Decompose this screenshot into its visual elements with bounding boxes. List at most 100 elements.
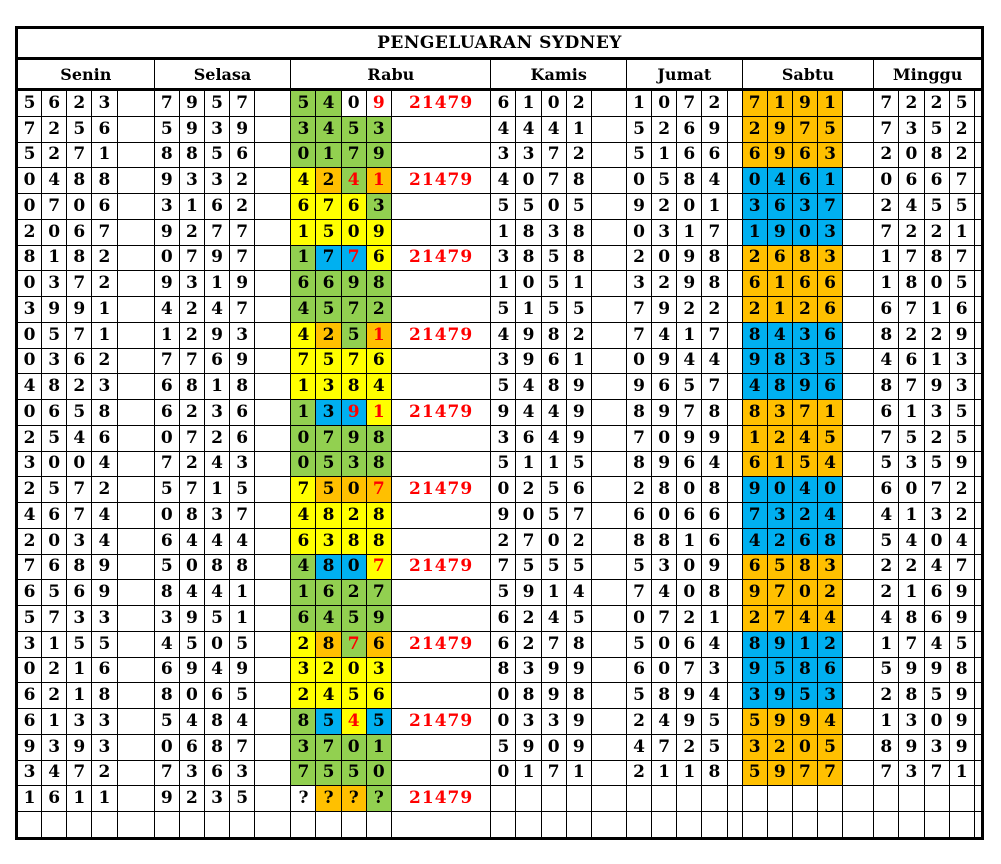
kamis-digit-cell: 4 — [490, 167, 517, 194]
senin-digit-cell: 5 — [15, 605, 43, 632]
jumat-digit-cell: 9 — [626, 373, 653, 400]
minggu-digit-cell: 1 — [873, 270, 900, 297]
minggu-digit-cell: 6 — [873, 399, 900, 426]
kamis-digit-cell: 8 — [565, 218, 592, 246]
jumat-digit-cell: 7 — [701, 373, 728, 400]
rabu-digit-cell: 8 — [365, 424, 392, 452]
rabu-digit-cell: 4 — [315, 115, 342, 143]
sabtu-digit-cell: 5 — [741, 708, 768, 735]
kamis-digit-cell — [490, 811, 517, 839]
rabu-digit-cell: 8 — [365, 270, 392, 297]
sabtu-digit-cell: 7 — [741, 89, 768, 117]
kamis-digit-cell: 4 — [540, 424, 567, 452]
spacer-cell — [842, 759, 875, 787]
jumat-digit-cell — [626, 811, 653, 839]
sabtu-digit-cell: 8 — [791, 244, 818, 272]
rabu-digit-cell: 8 — [365, 450, 392, 478]
jumat-digit-cell: 5 — [701, 733, 728, 761]
result-cell — [390, 115, 492, 143]
kamis-digit-cell: 6 — [540, 347, 567, 375]
sabtu-digit-cell: 5 — [791, 450, 818, 478]
kamis-digit-cell: 9 — [515, 579, 542, 606]
rabu-digit-cell: 7 — [290, 347, 317, 375]
sabtu-digit-cell: 5 — [816, 733, 844, 761]
rabu-digit-cell: 4 — [340, 167, 367, 194]
kamis-digit-cell: 4 — [515, 399, 542, 426]
senin-digit-cell: 3 — [41, 733, 68, 761]
selasa-digit-cell: 2 — [178, 399, 205, 426]
spacer-cell — [590, 270, 628, 297]
spacer-cell — [590, 785, 628, 812]
spacer-cell — [973, 785, 984, 812]
senin-digit-cell: 4 — [66, 424, 93, 452]
minggu-digit-cell: 4 — [873, 605, 900, 632]
rabu-digit-cell: 3 — [365, 193, 392, 220]
result-cell: 21479 — [390, 553, 492, 581]
selasa-digit-cell: 5 — [229, 630, 256, 658]
sabtu-digit-cell: 4 — [741, 373, 768, 400]
senin-digit-cell: 7 — [41, 193, 68, 220]
spacer-cell — [116, 167, 155, 194]
spacer-cell — [116, 347, 155, 375]
sabtu-digit-cell: 3 — [741, 733, 768, 761]
senin-digit-cell: 9 — [66, 733, 93, 761]
sabtu-digit-cell: 9 — [791, 89, 818, 117]
kamis-digit-cell: 5 — [565, 296, 592, 323]
selasa-digit-cell: 5 — [203, 89, 231, 117]
sabtu-digit-cell: 1 — [816, 167, 844, 194]
rabu-digit-cell: 0 — [365, 759, 392, 787]
selasa-digit-cell: 9 — [178, 656, 205, 684]
kamis-digit-cell: 1 — [490, 270, 517, 297]
jumat-digit-cell: 5 — [626, 141, 653, 169]
minggu-digit-cell: 2 — [948, 476, 975, 503]
jumat-digit-cell: 4 — [676, 347, 703, 375]
selasa-digit-cell: 3 — [203, 502, 231, 529]
kamis-digit-cell: 5 — [540, 502, 567, 529]
spacer-cell — [726, 193, 743, 220]
rabu-digit-cell: 0 — [340, 656, 367, 684]
result-cell — [390, 193, 492, 220]
sabtu-digit-cell — [741, 785, 768, 812]
sabtu-digit-cell: 3 — [816, 682, 844, 709]
spacer-cell — [842, 115, 875, 143]
sabtu-digit-cell: 1 — [766, 270, 793, 297]
rabu-digit-cell: 9 — [365, 218, 392, 246]
minggu-digit-cell: 9 — [948, 321, 975, 349]
result-cell: 21479 — [390, 399, 492, 426]
spacer-cell — [973, 141, 984, 169]
kamis-digit-cell: 3 — [540, 218, 567, 246]
spacer-cell — [116, 708, 155, 735]
minggu-digit-cell: 3 — [898, 115, 925, 143]
rabu-digit-cell: 5 — [315, 759, 342, 787]
jumat-digit-cell: 0 — [651, 89, 678, 117]
jumat-digit-cell: 0 — [676, 579, 703, 606]
jumat-digit-cell: 8 — [701, 759, 728, 787]
senin-digit-cell: 0 — [15, 399, 43, 426]
selasa-digit-cell: 1 — [203, 476, 231, 503]
kamis-digit-cell: 5 — [490, 296, 517, 323]
rabu-digit-cell: 0 — [340, 553, 367, 581]
spacer-cell — [973, 476, 984, 503]
minggu-digit-cell: 7 — [948, 167, 975, 194]
senin-digit-cell: 5 — [15, 89, 43, 117]
jumat-digit-cell: 5 — [701, 708, 728, 735]
sabtu-digit-cell: 3 — [791, 193, 818, 220]
sabtu-digit-cell: 7 — [741, 502, 768, 529]
spacer-cell — [590, 656, 628, 684]
jumat-digit-cell: 9 — [676, 682, 703, 709]
minggu-digit-cell: 1 — [873, 708, 900, 735]
jumat-digit-cell: 7 — [626, 579, 653, 606]
senin-digit-cell: 3 — [15, 759, 43, 787]
jumat-digit-cell: 6 — [676, 141, 703, 169]
selasa-digit-cell: 1 — [153, 321, 180, 349]
spacer-cell — [116, 785, 155, 812]
minggu-digit-cell: 1 — [898, 502, 925, 529]
sabtu-digit-cell: 6 — [741, 141, 768, 169]
selasa-digit-cell: 5 — [178, 630, 205, 658]
kamis-digit-cell: 2 — [565, 527, 592, 555]
kamis-digit-cell: 1 — [515, 759, 542, 787]
spacer-cell — [254, 785, 292, 812]
jumat-digit-cell: 8 — [701, 579, 728, 606]
spacer-cell — [254, 553, 292, 581]
